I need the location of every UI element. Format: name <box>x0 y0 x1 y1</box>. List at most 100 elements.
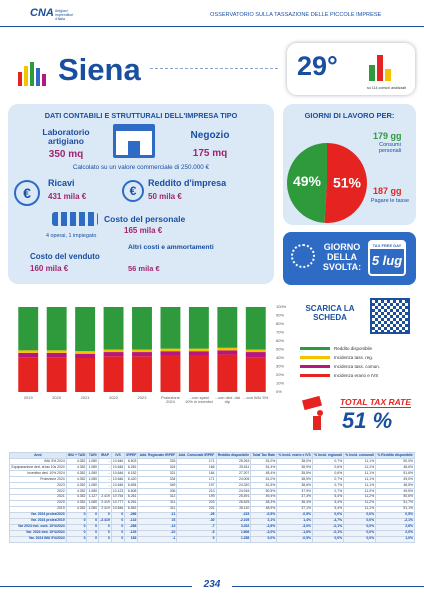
bar-segment <box>188 307 209 349</box>
bar-segment <box>160 348 181 352</box>
y-tick-label: 0% <box>276 389 282 394</box>
x-tick-label: 2020 <box>52 395 62 400</box>
cogs-value: 160 mila € <box>30 264 69 273</box>
bar-segment <box>75 353 96 358</box>
y-tick-label: 80% <box>276 321 284 326</box>
table-cell: 1,0% <box>375 535 415 543</box>
legend-swatch <box>300 356 330 359</box>
table-cell: Var. 2024 proiez/2019 <box>9 517 67 525</box>
bar-segment <box>103 307 124 350</box>
bar-segment <box>160 351 181 356</box>
rank-value: 29° <box>297 51 338 81</box>
table-cell: -139 <box>124 529 139 537</box>
logo-tagline: Artigiani imprenditori d'Italia <box>55 9 74 21</box>
company-note: Calcolato su un valore commerciale di 25… <box>72 164 210 171</box>
x-tick-label: Proiezione 2024 <box>160 395 180 405</box>
table-cell: 2,6% <box>375 523 415 531</box>
logo: CNA <box>30 7 54 19</box>
table-cell: 0,0% <box>343 523 377 531</box>
table-cell: -4,7% <box>311 517 345 525</box>
legend-label: Incidenza tass. comun. <box>334 364 381 369</box>
table-cell: -0,5% <box>276 535 313 543</box>
y-tick-label: 10% <box>276 381 284 386</box>
bar-segment <box>18 352 39 358</box>
bar-segment <box>217 350 238 355</box>
bar-segment <box>75 307 96 352</box>
calendar-date: 5 lug <box>371 253 403 268</box>
pie-legend: Consumi personali <box>378 142 402 154</box>
bar-segment <box>46 350 67 353</box>
tax-free-box: GIORNO DELLA SVOLTA: TAX FREE DAY 5 lug <box>283 232 416 285</box>
table-row: Var 2024 incl. cont. 10%/2024 0 0 0 0 -268 -13… <box>9 523 415 531</box>
table-cell: Var. 2024 ded. 10%/2024 <box>9 529 67 537</box>
legend-swatch <box>300 347 330 350</box>
table-row: Var. 2024 ded. 10%/2024 0 0 0 0 -139 -10 -5 1.60… <box>9 529 415 537</box>
bar-segment <box>132 352 152 357</box>
table-cell: -7 <box>176 523 217 531</box>
table-cell: 2,0% <box>375 529 415 537</box>
table-cell: 0 <box>176 535 217 543</box>
table-cell: 0,0% <box>343 517 377 525</box>
table-row: Var. 2024 IMU 5%/2024 0 0 0 0 183 -1 0 1.258 0,0%… <box>9 535 415 543</box>
rank-icon <box>377 55 383 81</box>
pie-legend: Pagare le tasse <box>370 198 410 204</box>
cogs-label: Costo del venduto <box>30 252 100 261</box>
legend-entry: Incidenza tass. reg. <box>300 353 380 362</box>
legend-entry: Reddito disponibile <box>300 344 380 353</box>
shop-label: Negozio <box>190 130 230 141</box>
table-row: 2020 4.352 1.080 2.419 10.777 6.261 311 203 26.5… <box>9 499 415 507</box>
tax-free-label: GIORNO DELLA SVOLTA: <box>322 242 362 272</box>
bar-segment <box>245 357 266 392</box>
y-tick-label: 50% <box>276 347 284 352</box>
table-cell: 0,5% <box>375 511 415 519</box>
bar-segment <box>188 351 209 356</box>
table-cell: -268 <box>124 523 139 531</box>
qr-code[interactable] <box>370 298 410 334</box>
table-cell: 0 <box>98 535 112 543</box>
table-cell: 0 <box>65 535 88 543</box>
table-row: 2022 4.352 1.080-10.123 6.608 336 213 24.916 50… <box>9 487 415 495</box>
bar-segment <box>103 349 124 353</box>
y-tick-label: 70% <box>276 330 284 335</box>
bar-segment <box>46 357 67 392</box>
legend-entry: Incidenza erario e IVS <box>300 371 380 380</box>
download-label: SCARICA LA SCHEDA <box>305 304 355 322</box>
rank-box: 29° su 114 comuni analizzati <box>287 43 415 95</box>
people-icon <box>52 212 98 226</box>
city-name: Siena <box>58 52 141 87</box>
table-cell: 0 <box>65 517 88 525</box>
workshop-label: Laboratorio artigiano <box>42 127 90 146</box>
days-panel <box>283 104 416 225</box>
days-label: 179 gg <box>373 131 402 141</box>
table-cell: Var 2024 incl. cont. 10%/2024 <box>9 523 67 531</box>
y-tick-label: 40% <box>276 355 284 360</box>
y-tick-label: 30% <box>276 364 284 369</box>
x-tick-label: ...con spesi 10% in incentivi <box>184 395 213 405</box>
tax-rate-label: TOTAL TAX RATE <box>340 397 411 408</box>
table-cell: -5 <box>176 529 217 537</box>
table-cell: 0 <box>65 523 88 531</box>
page-number: 234 <box>192 579 232 590</box>
table-cell: 0 <box>110 535 126 543</box>
income-label: Reddito d'impresa <box>148 178 227 188</box>
table-cell: 183 <box>124 535 139 543</box>
legend-label: Reddito disponibile <box>334 346 373 351</box>
table-cell: -1 <box>137 535 178 543</box>
tax-person-icon <box>302 395 329 430</box>
x-tick-label: 2022 <box>109 395 118 400</box>
firework-icon <box>291 244 315 268</box>
x-tick-label: 2021 <box>80 395 90 400</box>
table-cell: 2,1% <box>250 517 278 525</box>
table-cell: 0,0% <box>311 511 345 519</box>
connector <box>150 68 278 69</box>
calendar: TAX FREE DAY 5 lug <box>368 240 406 276</box>
table-cell: 0,0% <box>250 535 278 543</box>
rank-icon <box>369 65 375 81</box>
workshop-value: 350 mq <box>48 149 84 160</box>
bar-segment <box>132 356 152 392</box>
table-cell: 0,0% <box>343 535 377 543</box>
bar-segment <box>245 307 266 350</box>
x-tick-label: ...con ded. dal dip <box>214 395 240 405</box>
y-tick-label: 20% <box>276 372 284 377</box>
x-tick-label: ...con IMU 5% <box>243 395 269 400</box>
